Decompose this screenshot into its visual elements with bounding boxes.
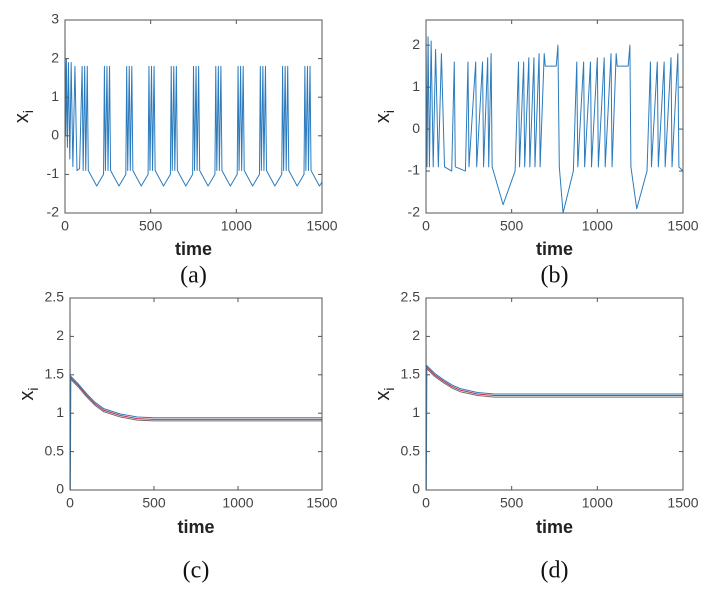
- y-tick-label: 2.5: [45, 289, 65, 305]
- y-tick-label: 2.5: [401, 289, 421, 305]
- x-axis-label: time: [177, 517, 214, 537]
- y-tick-label: 1: [51, 88, 59, 104]
- y-axis-label-main: x: [11, 113, 33, 123]
- data-line: [69, 374, 322, 475]
- y-axis-label-subscript: i: [381, 110, 397, 113]
- x-axis-label: time: [175, 239, 212, 259]
- x-tick-label: 1000: [222, 495, 253, 511]
- x-tick-label: 1500: [667, 495, 698, 511]
- y-tick-label: 1: [412, 78, 420, 94]
- y-tick-label: -1: [47, 165, 60, 181]
- x-axis-label: time: [536, 239, 573, 259]
- axes-frame: [64, 19, 323, 214]
- x-tick-label: 1000: [582, 495, 613, 511]
- axes-frame: [425, 19, 684, 214]
- y-tick-label: 0: [412, 120, 420, 136]
- y-axis-label-main: x: [16, 391, 38, 401]
- caption: (a): [180, 263, 207, 289]
- x-tick-label: 1500: [306, 218, 337, 234]
- x-tick-label: 500: [500, 495, 524, 511]
- x-tick-label: 1000: [582, 218, 613, 234]
- data-line: [425, 32, 684, 214]
- y-tick-label: 0.5: [401, 442, 421, 458]
- y-tick-label: 2: [412, 36, 420, 52]
- y-axis-label-main: x: [372, 113, 394, 123]
- y-axis-label: xi: [11, 110, 35, 123]
- y-axis-label-main: x: [372, 391, 394, 401]
- y-axis-label: xi: [372, 110, 396, 123]
- y-tick-label: 3: [51, 11, 59, 27]
- x-tick-label: 0: [66, 495, 74, 511]
- x-tick-label: 500: [142, 495, 166, 511]
- y-axis-label-subscript: i: [25, 387, 41, 390]
- x-tick-label: 0: [61, 218, 69, 234]
- y-axis-label-subscript: i: [381, 387, 397, 390]
- y-tick-label: 2: [412, 327, 420, 343]
- x-axis-label: time: [536, 517, 573, 537]
- y-tick-label: -2: [408, 204, 421, 220]
- axes-frame: [69, 297, 323, 491]
- x-tick-label: 500: [500, 218, 524, 234]
- x-tick-label: 1500: [306, 495, 337, 511]
- y-tick-label: 1: [56, 404, 64, 420]
- y-tick-label: 0: [412, 481, 420, 497]
- caption: (d): [541, 558, 569, 584]
- y-tick-label: 0: [56, 481, 64, 497]
- y-axis-label: xi: [16, 387, 40, 400]
- x-tick-label: 500: [139, 218, 163, 234]
- data-line: [69, 378, 322, 422]
- caption: (c): [183, 558, 210, 584]
- y-tick-label: -2: [47, 204, 60, 220]
- y-axis-label: xi: [372, 387, 396, 400]
- x-tick-label: 1000: [221, 218, 252, 234]
- x-tick-label: 0: [422, 218, 430, 234]
- y-tick-label: 0.5: [45, 442, 65, 458]
- y-tick-label: 1: [412, 404, 420, 420]
- y-tick-label: -1: [408, 162, 421, 178]
- y-tick-label: 2: [56, 327, 64, 343]
- data-line: [425, 313, 683, 491]
- axes-frame: [425, 297, 684, 491]
- caption: (b): [541, 263, 569, 289]
- y-tick-label: 1.5: [45, 366, 65, 382]
- data-line: [425, 368, 683, 398]
- data-line: [64, 39, 323, 187]
- y-axis-label-subscript: i: [20, 110, 36, 113]
- y-tick-label: 2: [51, 49, 59, 65]
- y-tick-label: 1.5: [401, 366, 421, 382]
- x-tick-label: 1500: [667, 218, 698, 234]
- data-line: [425, 366, 683, 467]
- data-line: [69, 305, 322, 491]
- y-tick-label: 0: [51, 127, 59, 143]
- x-tick-label: 0: [422, 495, 430, 511]
